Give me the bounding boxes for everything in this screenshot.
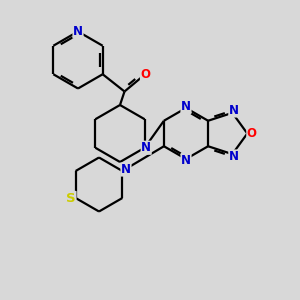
Text: O: O	[140, 68, 151, 82]
Text: N: N	[181, 100, 191, 113]
Text: N: N	[121, 163, 131, 176]
Text: N: N	[73, 25, 83, 38]
Text: N: N	[229, 104, 239, 117]
Text: S: S	[66, 191, 76, 205]
Text: O: O	[247, 127, 257, 140]
Text: N: N	[141, 141, 151, 154]
Text: N: N	[229, 150, 239, 163]
Text: N: N	[181, 154, 191, 167]
